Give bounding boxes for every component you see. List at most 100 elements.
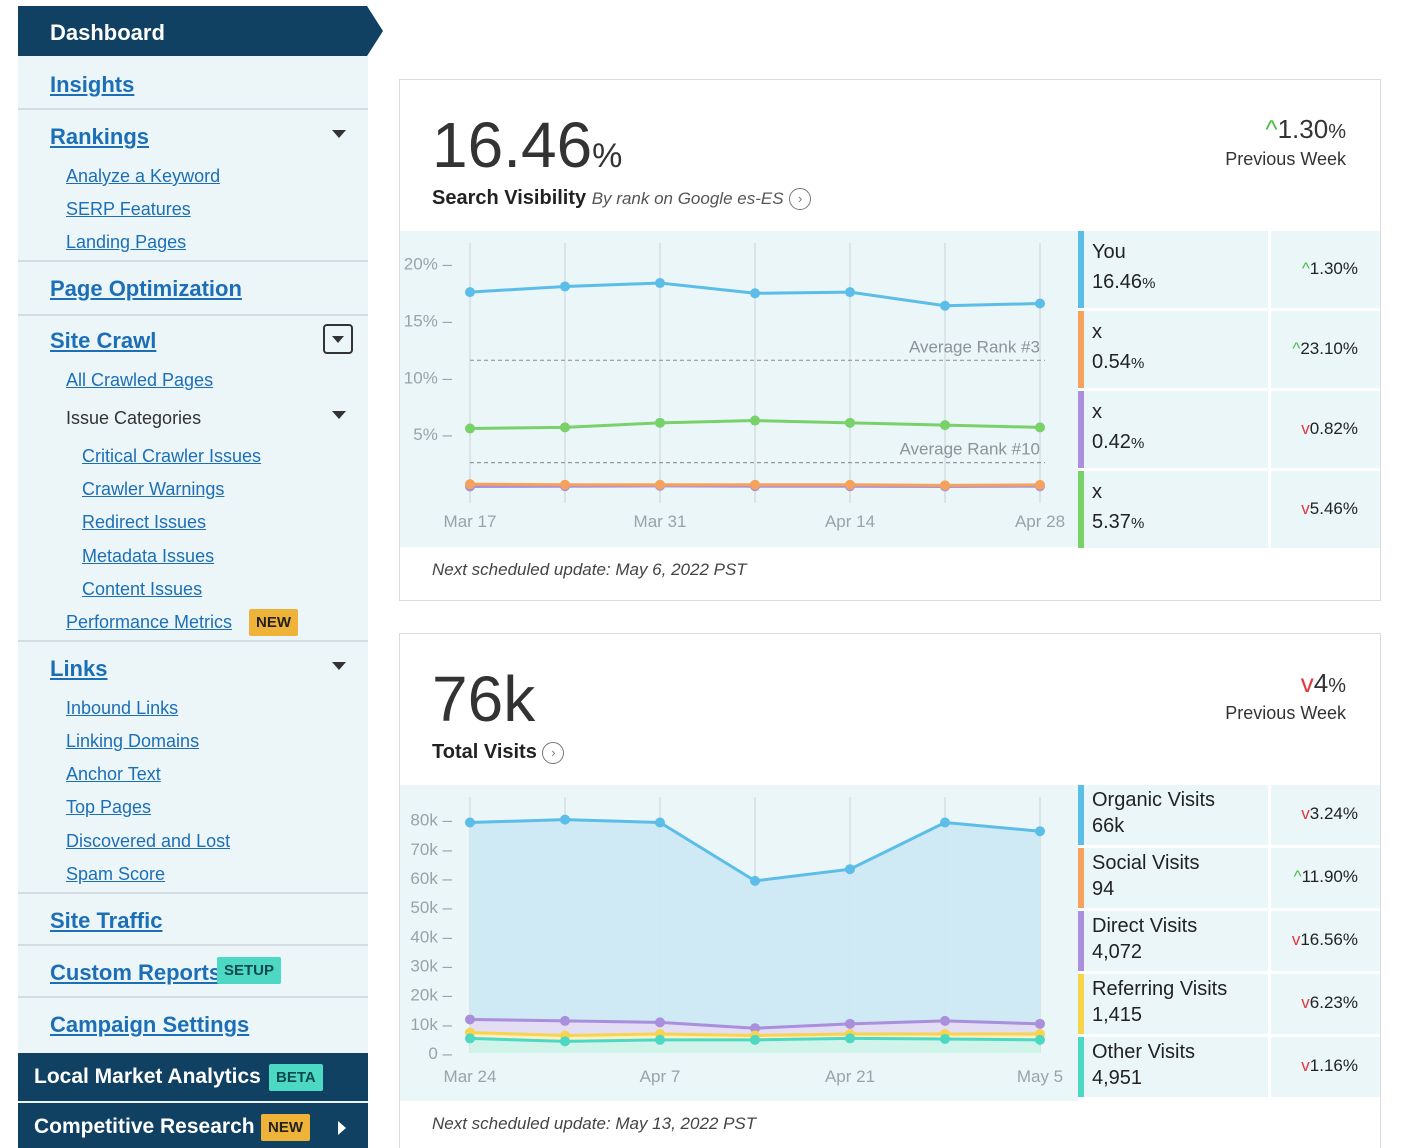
legend-delta-cell: ^1.30% (1268, 231, 1380, 308)
sidebar-item-local-market-analytics[interactable]: Local Market Analytics BETA (18, 1053, 368, 1101)
legend-row[interactable]: Organic Visits 66k v3.24% (1078, 785, 1380, 845)
arrow-down-icon: v (1301, 993, 1310, 1012)
y-tick-label: 0 – (428, 1044, 452, 1063)
data-point (465, 287, 475, 298)
sidebar-item-redirect-issues[interactable]: Redirect Issues (82, 512, 207, 532)
data-point (655, 417, 665, 428)
sidebar-item-custom-reports[interactable]: Custom Reports (50, 960, 222, 985)
data-point (750, 479, 760, 490)
legend-delta-cell: ^11.90% (1268, 848, 1380, 908)
chevron-down-icon[interactable] (332, 130, 346, 138)
legend-row[interactable]: Social Visits 94 ^11.90% (1078, 848, 1380, 908)
visibility-chart: 20% – 15% – 10% – 5% – Average Rank #3 Averag… (400, 231, 1078, 547)
visits-chart: 80k – 70k – 60k – 50k – 40k – 30k – 20k – 10k –… (400, 785, 1078, 1101)
sidebar-item-site-traffic[interactable]: Site Traffic (50, 908, 163, 933)
arrow-up-icon: ^ (1292, 338, 1301, 358)
data-point (750, 1034, 760, 1045)
chevron-down-icon[interactable] (332, 662, 346, 670)
legend-value: 0.54% (1092, 351, 1145, 373)
visibility-subtitle: By rank on Google es-ES (591, 189, 784, 208)
sidebar-item-dashboard[interactable]: Dashboard (18, 6, 383, 56)
sidebar-item-anchor-text[interactable]: Anchor Text (66, 764, 161, 784)
legend-value: 16.46% (1092, 271, 1156, 293)
sidebar-item-site-crawl[interactable]: Site Crawl (50, 328, 157, 353)
visibility-footer: Next scheduled update: May 6, 2022 PST (432, 560, 747, 579)
y-tick-label: 15% – (404, 312, 453, 331)
data-point (465, 1033, 475, 1044)
x-tick-label: Apr 14 (825, 512, 875, 531)
sidebar-item-discovered-lost[interactable]: Discovered and Lost (66, 831, 231, 851)
legend-row[interactable]: x 5.37% v5.46% (1078, 471, 1380, 548)
data-point (560, 1015, 570, 1026)
legend-delta: v1.16% (1301, 1056, 1358, 1076)
chevron-right-icon[interactable] (338, 1121, 346, 1135)
legend-delta-value: 1.16% (1309, 1056, 1358, 1075)
legend-row[interactable]: Other Visits 4,951 v1.16% (1078, 1037, 1380, 1097)
sidebar-item-insights[interactable]: Insights (50, 72, 135, 97)
data-point (465, 1014, 475, 1025)
info-icon[interactable]: › (789, 187, 812, 210)
data-point (465, 479, 475, 490)
sidebar-nav: Dashboard Insights Rankings Analyze a Ke… (18, 6, 383, 1148)
sidebar-item-page-optimization[interactable]: Page Optimization (50, 276, 242, 301)
legend-delta-value: 6.23% (1309, 993, 1358, 1012)
sidebar-item-inbound-links[interactable]: Inbound Links (66, 698, 179, 718)
visits-delta-value: 4 (1313, 668, 1329, 698)
data-point (655, 1017, 665, 1028)
local-market-label: Local Market Analytics (34, 1065, 261, 1088)
collapse-toggle-icon[interactable] (323, 324, 353, 354)
arrow-up-icon: ^ (1265, 114, 1278, 144)
sidebar-item-linking-domains[interactable]: Linking Domains (66, 731, 200, 751)
data-point (845, 1018, 855, 1029)
info-icon[interactable]: › (542, 741, 565, 764)
data-point (1035, 826, 1045, 837)
visits-value: 76k (432, 663, 536, 735)
legend-delta: v0.82% (1301, 419, 1358, 439)
legend-delta-cell: v1.16% (1268, 1037, 1380, 1097)
sidebar-item-metadata-issues[interactable]: Metadata Issues (82, 546, 215, 566)
data-point (750, 288, 760, 299)
sidebar-item-campaign-settings[interactable]: Campaign Settings (50, 1012, 250, 1037)
x-tick-label: Apr 21 (825, 1067, 875, 1086)
sidebar-item-all-crawled-pages[interactable]: All Crawled Pages (66, 370, 214, 390)
legend-row[interactable]: Direct Visits 4,072 v16.56% (1078, 911, 1380, 971)
sidebar-item-top-pages[interactable]: Top Pages (66, 797, 152, 817)
sidebar-item-content-issues[interactable]: Content Issues (82, 579, 203, 599)
legend-value: 5.37% (1092, 511, 1145, 533)
sidebar-item-analyze-keyword[interactable]: Analyze a Keyword (66, 166, 221, 186)
legend-delta-cell: ^23.10% (1268, 311, 1380, 388)
legend-color-bar (1078, 785, 1084, 845)
legend-value: 0.42% (1092, 431, 1145, 453)
sidebar-item-issue-categories[interactable]: Issue Categories (66, 408, 202, 428)
visits-title-text: Total Visits (432, 741, 537, 763)
sidebar-item-links[interactable]: Links (50, 656, 108, 681)
sidebar-item-critical-crawler-issues[interactable]: Critical Crawler Issues (82, 446, 262, 466)
sidebar-item-performance-metrics[interactable]: Performance Metrics (66, 612, 233, 632)
visits-title: Total Visits › (432, 741, 565, 764)
chevron-down-icon[interactable] (332, 411, 346, 419)
sidebar-item-competitive-research[interactable]: Competitive Research NEW (18, 1103, 368, 1148)
divider (18, 944, 368, 946)
sidebar-item-landing-pages[interactable]: Landing Pages (66, 232, 187, 252)
competitive-research-label: Competitive Research (34, 1115, 255, 1138)
sidebar-item-spam-score[interactable]: Spam Score (66, 864, 166, 884)
legend-delta-value: 1.30% (1309, 258, 1358, 278)
data-point (1035, 479, 1045, 490)
legend-name: Referring Visits (1092, 978, 1228, 1000)
data-point (655, 817, 665, 828)
sidebar-item-rankings[interactable]: Rankings (50, 124, 150, 149)
legend-row[interactable]: x 0.54% ^23.10% (1078, 311, 1380, 388)
legend-row[interactable]: x 0.42% v0.82% (1078, 391, 1380, 468)
arrow-up-icon: ^ (1301, 258, 1310, 278)
sidebar-item-serp-features[interactable]: SERP Features (66, 199, 191, 219)
sidebar-item-crawler-warnings[interactable]: Crawler Warnings (82, 479, 225, 499)
legend-color-bar (1078, 311, 1084, 388)
y-tick-label: 70k – (410, 840, 452, 859)
data-point (1035, 422, 1045, 433)
legend-unit: % (1130, 355, 1145, 372)
legend-row[interactable]: Referring Visits 1,415 v6.23% (1078, 974, 1380, 1034)
data-point (655, 479, 665, 490)
visibility-delta: ^1.30% Previous Week (1225, 114, 1346, 170)
legend-row[interactable]: You 16.46% ^1.30% (1078, 231, 1380, 308)
data-point (940, 817, 950, 828)
